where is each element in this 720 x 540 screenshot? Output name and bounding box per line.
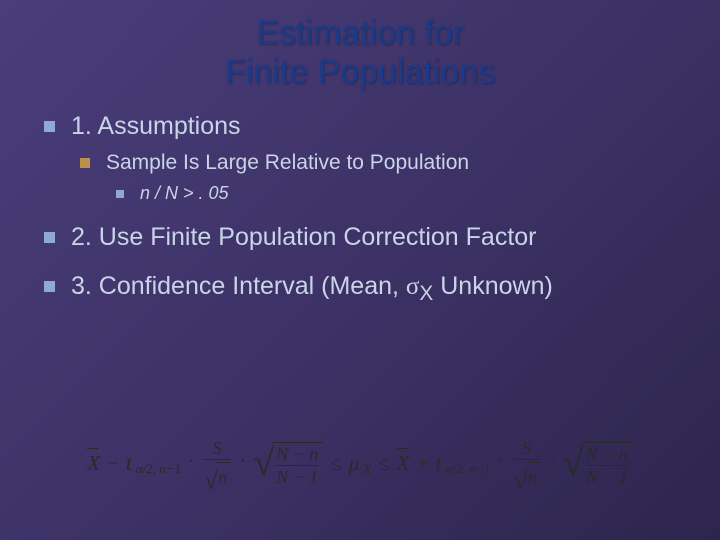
denominator: √ n: [204, 459, 230, 488]
numerator: S: [213, 439, 222, 459]
t-subscript: α/2, n−1: [445, 461, 490, 477]
square-bullet-icon: [44, 232, 55, 243]
radicand: n: [216, 462, 230, 488]
sqrt: √ N − n N − 1: [253, 442, 323, 486]
text-part: Unknown): [433, 272, 553, 300]
item-text: Sample Is Large Relative to Population: [106, 149, 469, 176]
le-op: ≤: [330, 451, 342, 476]
dot-op: ·: [239, 449, 246, 474]
item-text: 2. Use Finite Population Correction Fact…: [71, 221, 537, 254]
item-text: 1. Assumptions: [71, 110, 241, 143]
square-bullet-icon: [44, 121, 55, 132]
mu-symbol: μ: [349, 451, 360, 476]
numerator: N − n: [586, 445, 628, 465]
sqrt: √ N − n N − 1: [563, 442, 633, 486]
dot-op: ·: [549, 449, 556, 474]
slide: Estimation for Finite Populations 1. Ass…: [0, 0, 720, 540]
radicand: N − n N − 1: [272, 442, 323, 486]
t-subscript: α/2, n−1: [136, 461, 181, 477]
radicand: N − n N − 1: [582, 442, 633, 486]
slide-title: Estimation for Finite Populations: [0, 0, 720, 110]
square-bullet-icon: [80, 158, 90, 168]
sqrt: √ n: [204, 462, 230, 488]
dot-op: ·: [498, 449, 505, 474]
list-item: 3. Confidence Interval (Mean, σX Unknown…: [44, 270, 690, 307]
item-text: 3. Confidence Interval (Mean, σX Unknown…: [71, 270, 553, 307]
radical-icon: √: [204, 468, 218, 494]
fraction: S √ n: [514, 439, 540, 488]
slide-content: 1. Assumptions Sample Is Large Relative …: [0, 110, 720, 307]
dot-op: ·: [188, 449, 195, 474]
plus-op: +: [417, 451, 429, 476]
list-item: n / N > . 05: [116, 182, 690, 205]
item-text: n / N > . 05: [140, 182, 229, 205]
text-part: 3. Confidence Interval (Mean,: [71, 272, 406, 300]
title-line-2: Finite Populations: [225, 53, 495, 91]
numerator: S: [522, 439, 531, 459]
denominator: N − 1: [586, 465, 628, 486]
square-bullet-icon: [44, 281, 55, 292]
list-item: 2. Use Finite Population Correction Fact…: [44, 221, 690, 254]
mu-subscript: X: [363, 461, 371, 477]
sigma-subscript: X: [419, 282, 433, 305]
radical-icon: √: [253, 444, 274, 488]
sigma-symbol: σ: [406, 273, 419, 300]
square-bullet-icon: [116, 190, 124, 198]
x-bar: X: [87, 451, 100, 476]
list-item: Sample Is Large Relative to Population: [80, 149, 690, 176]
le-op: ≤: [378, 451, 390, 476]
sqrt: √ n: [514, 462, 540, 488]
x-bar: X: [397, 451, 410, 476]
title-line-1: Estimation for: [256, 14, 464, 52]
fraction: S √ n: [204, 439, 230, 488]
denominator: √ n: [514, 459, 540, 488]
formula: X − tα/2, n−1 · S √ n · √ N − n: [0, 439, 720, 488]
t-symbol: t: [435, 451, 441, 476]
radical-icon: √: [563, 444, 584, 488]
radical-icon: √: [514, 468, 528, 494]
fraction: N − n N − 1: [276, 445, 318, 486]
formula-body: X − tα/2, n−1 · S √ n · √ N − n: [87, 439, 633, 488]
t-symbol: t: [126, 451, 132, 476]
numerator: N − n: [276, 445, 318, 465]
denominator: N − 1: [276, 465, 318, 486]
minus-op: −: [107, 451, 119, 476]
list-item: 1. Assumptions: [44, 110, 690, 143]
fraction: N − n N − 1: [586, 445, 628, 486]
